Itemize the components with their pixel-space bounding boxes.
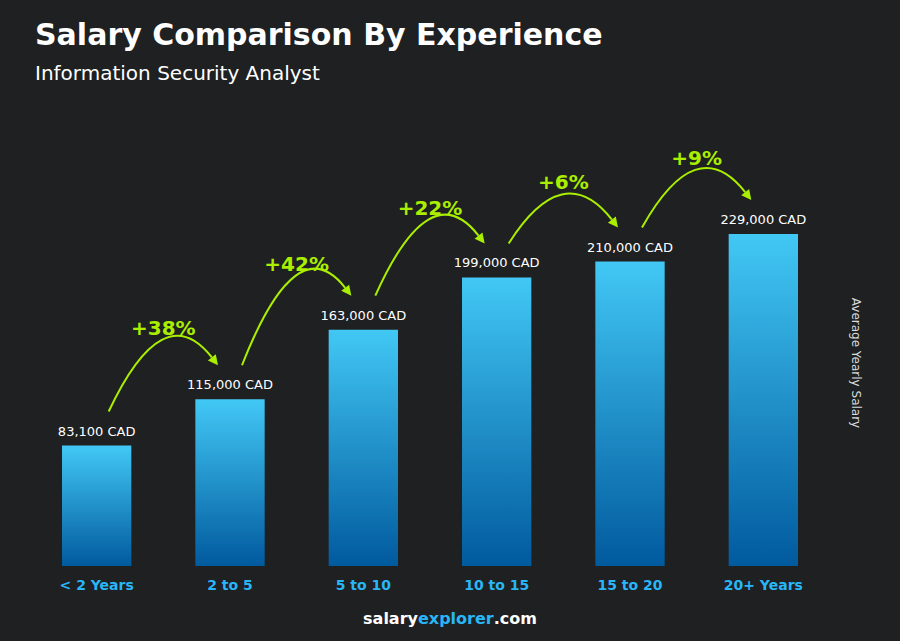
svg-text:15 to 20: 15 to 20 [597,577,662,593]
svg-text:+42%: +42% [264,252,329,276]
svg-text:< 2 Years: < 2 Years [60,577,134,593]
svg-text:explorer: explorer [418,609,494,628]
svg-text:163,000 CAD: 163,000 CAD [320,308,406,323]
svg-text:199,000 CAD: 199,000 CAD [454,255,540,270]
svg-text:+6%: +6% [538,170,589,194]
svg-text:salary: salary [363,609,418,628]
svg-text:229,000 CAD: 229,000 CAD [720,212,806,227]
svg-text:2 to 5: 2 to 5 [207,577,253,593]
svg-text:+9%: +9% [671,146,722,170]
svg-text:+22%: +22% [398,196,463,220]
svg-text:Average Yearly Salary: Average Yearly Salary [849,298,863,428]
svg-text:10 to 15: 10 to 15 [464,577,529,593]
svg-text:210,000 CAD: 210,000 CAD [587,240,673,255]
svg-text:20+ Years: 20+ Years [724,577,803,593]
svg-text:115,000 CAD: 115,000 CAD [187,377,273,392]
svg-text:.com: .com [494,609,537,628]
svg-text:+38%: +38% [131,316,196,340]
svg-text:Information Security Analyst: Information Security Analyst [35,61,320,85]
svg-text:5 to 10: 5 to 10 [336,577,392,593]
svg-text:Salary Comparison By Experienc: Salary Comparison By Experience [35,17,603,52]
svg-text:83,100 CAD: 83,100 CAD [58,424,136,439]
